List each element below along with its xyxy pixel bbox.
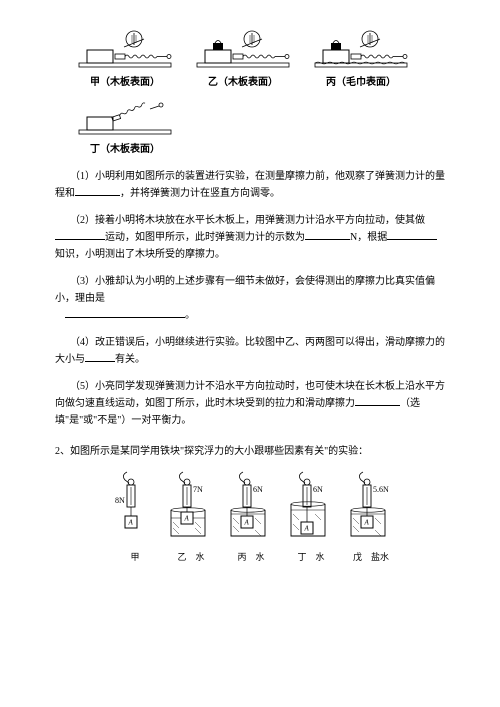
- blank-2b: [305, 231, 350, 240]
- friction-bing-svg: [311, 30, 411, 72]
- diagram-yi-label: 乙（木板表面）: [193, 74, 293, 91]
- buoyancy-jia: 8N A 甲: [113, 470, 157, 565]
- buoyancy-jia-force: 8N: [115, 496, 125, 505]
- friction-ding-svg: [75, 97, 175, 139]
- q1-p4b: 有关。: [115, 354, 145, 365]
- q1-p2a: （2）接着小明将木块放在水平长木板上，用弹簧测力计沿水平方向拉动，使其做: [70, 215, 425, 226]
- buoyancy-yi-force: 7N: [193, 485, 203, 494]
- buoyancy-jia-label: 甲: [113, 550, 157, 565]
- buoyancy-wu-label: 戊 盐水: [345, 550, 397, 565]
- buoyancy-wu-force: 5.6N: [373, 485, 389, 494]
- friction-yi-svg: [193, 30, 293, 72]
- q1-p1b: ，并将弹簧测力计在竖直方向调零。: [120, 188, 280, 199]
- buoyancy-ding-svg: 6N A: [285, 470, 337, 542]
- q1-p3: （3）小雅却认为小明的上述步骤有一细节未做好，会使得测出的摩擦力比真实值偏小，理…: [55, 273, 445, 324]
- q1-p2d: 知识，小明测出了木块所受的摩擦力。: [55, 249, 225, 260]
- buoyancy-bing: 6N A 丙 水: [225, 470, 277, 565]
- buoyancy-yi-label: 乙 水: [165, 550, 217, 565]
- block-label-a2: A: [184, 515, 190, 523]
- friction-diagram-row-bottom: 丁（木板表面）: [75, 97, 445, 158]
- block-label-a3: A: [244, 519, 250, 527]
- buoyancy-bing-svg: 6N A: [225, 470, 277, 542]
- buoyancy-ding: 6N A 丁 水: [285, 470, 337, 565]
- buoyancy-jia-svg: 8N A: [113, 470, 157, 542]
- diagram-yi: 乙（木板表面）: [193, 30, 293, 91]
- buoyancy-yi-svg: 7N A: [165, 470, 217, 542]
- buoyancy-wu-svg: 5.6N A: [345, 470, 397, 542]
- q1-p4: （4）改正错误后，小明继续进行实验。比较图中乙、丙两图可以得出，滑动摩擦力的大小…: [55, 334, 445, 368]
- blank-3: [65, 309, 185, 318]
- blank-1: [75, 187, 120, 196]
- diagram-bing: 丙（毛巾表面）: [311, 30, 411, 91]
- block-label-a5: A: [364, 519, 370, 527]
- blank-2a: [55, 231, 105, 240]
- blank-5: [355, 397, 400, 406]
- q1-p3a: （3）小雅却认为小明的上述步骤有一细节未做好，会使得测出的摩擦力比真实值偏小，理…: [55, 276, 435, 304]
- q1-p3b: 。: [185, 310, 195, 321]
- buoyancy-yi: 7N A 乙 水: [165, 470, 217, 565]
- buoyancy-diagram-row: 8N A 甲 7N A 乙 水: [65, 470, 445, 565]
- q1-p2c: N，根据: [350, 232, 387, 243]
- blank-2c: [387, 231, 437, 240]
- q2-intro: 2、如图所示是某同学用铁块"探究浮力的大小跟哪些因素有关"的实验：: [55, 443, 445, 460]
- q1-p1: （1）小明利用如图所示的装置进行实验，在测量摩擦力前，他观察了弹簧测力计的量程和…: [55, 168, 445, 202]
- blank-4: [85, 353, 115, 362]
- buoyancy-ding-label: 丁 水: [285, 550, 337, 565]
- diagram-jia: 甲（木板表面）: [75, 30, 175, 91]
- buoyancy-bing-label: 丙 水: [225, 550, 277, 565]
- buoyancy-ding-force: 6N: [313, 485, 323, 494]
- friction-diagram-row-top: 甲（木板表面） 乙（木板表面）: [75, 30, 445, 91]
- diagram-ding-label: 丁（木板表面）: [75, 141, 175, 158]
- diagram-bing-label: 丙（毛巾表面）: [311, 74, 411, 91]
- diagram-ding: 丁（木板表面）: [75, 97, 175, 158]
- q1-p5: （5）小亮同学发现弹簧测力计不沿水平方向拉动时，也可使木块在长木板上沿水平方向做…: [55, 378, 445, 429]
- buoyancy-bing-force: 6N: [253, 485, 263, 494]
- friction-jia-svg: [75, 30, 175, 72]
- block-label-a4: A: [304, 525, 310, 533]
- diagram-jia-label: 甲（木板表面）: [75, 74, 175, 91]
- block-label-a: A: [128, 519, 134, 527]
- q1-p2b: 运动，如图甲所示，此时弹簧测力计的示数为: [105, 232, 305, 243]
- q1-p3-indent: [55, 310, 65, 321]
- q1-p2: （2）接着小明将木块放在水平长木板上，用弹簧测力计沿水平方向拉动，使其做运动，如…: [55, 212, 445, 263]
- buoyancy-wu: 5.6N A 戊 盐水: [345, 470, 397, 565]
